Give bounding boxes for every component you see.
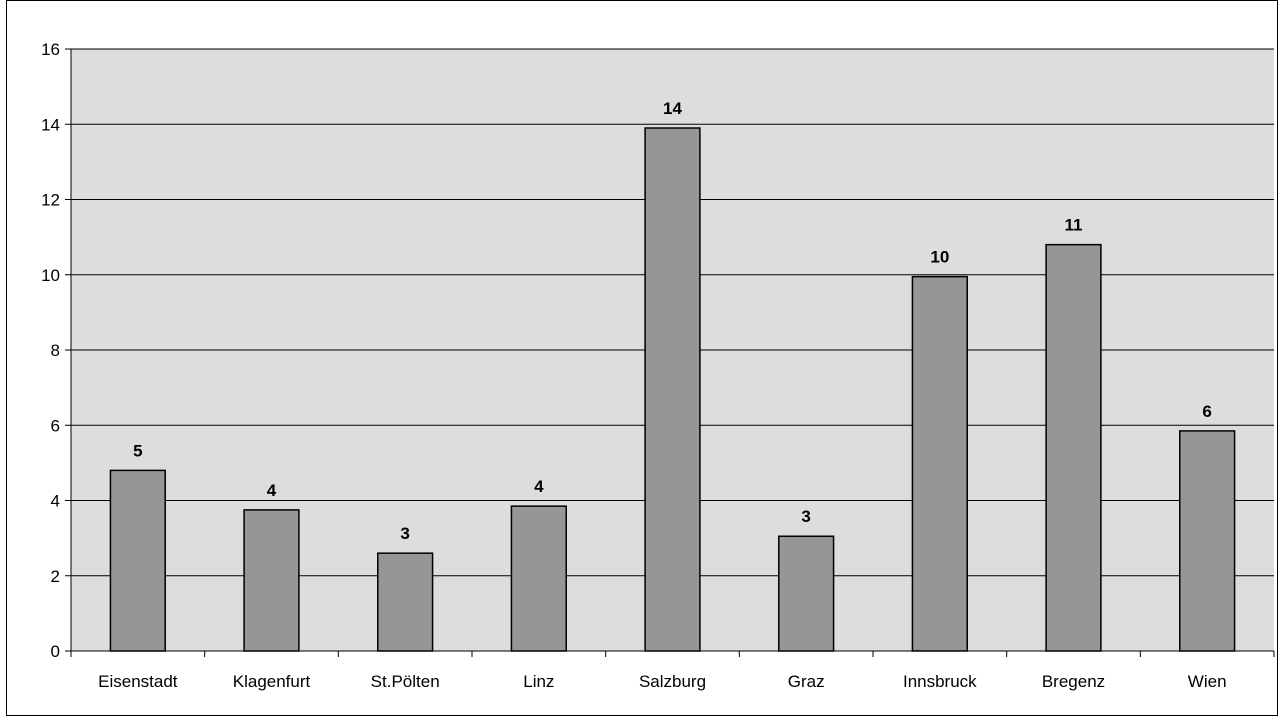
data-label: 11 <box>1065 216 1083 235</box>
y-tick-label: 4 <box>51 492 60 511</box>
y-tick-label: 8 <box>51 341 60 360</box>
bar <box>243 509 300 652</box>
bar <box>510 505 567 652</box>
data-label: 14 <box>663 99 682 118</box>
bar <box>109 469 166 652</box>
x-tick-label: Wien <box>1188 672 1227 691</box>
x-tick-label: Eisenstadt <box>98 672 178 691</box>
y-tick-label: 14 <box>41 115 60 134</box>
x-tick-label: Linz <box>523 672 554 691</box>
bar <box>1045 243 1102 652</box>
y-tick-label: 2 <box>51 567 60 586</box>
x-tick-label: St.Pölten <box>371 672 440 691</box>
bar <box>1179 430 1236 652</box>
bar <box>778 535 835 652</box>
y-tick-label: 16 <box>41 40 60 59</box>
data-label: 10 <box>930 248 949 267</box>
bar <box>644 127 701 652</box>
x-tick-label: Salzburg <box>639 672 706 691</box>
data-label: 3 <box>400 524 409 543</box>
x-tick-label: Klagenfurt <box>233 672 311 691</box>
x-tick-label: Innsbruck <box>903 672 977 691</box>
x-tick-label: Bregenz <box>1042 672 1105 691</box>
y-tick-label: 6 <box>51 416 60 435</box>
data-label: 3 <box>801 507 810 526</box>
y-tick-label: 0 <box>51 642 60 661</box>
x-tick-label: Graz <box>788 672 825 691</box>
bar <box>377 552 434 652</box>
y-tick-label: 12 <box>41 191 60 210</box>
y-tick-label: 10 <box>41 266 60 285</box>
data-label: 6 <box>1202 402 1211 421</box>
bar <box>911 275 968 652</box>
data-label: 4 <box>534 477 544 496</box>
data-label: 5 <box>133 441 142 460</box>
data-label: 4 <box>267 481 277 500</box>
